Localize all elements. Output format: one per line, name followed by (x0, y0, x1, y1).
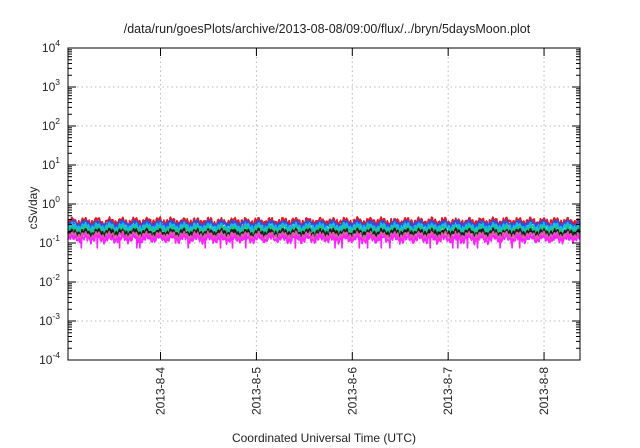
y-tick-label: 100 (42, 194, 60, 211)
y-tick-base: 10 (42, 41, 56, 55)
y-tick-exponent: -1 (52, 233, 60, 243)
y-tick-base: 10 (42, 80, 56, 94)
y-tick-label: 103 (42, 77, 60, 94)
plot-series (67, 216, 581, 249)
y-tick-base: 10 (39, 314, 53, 328)
y-tick-exponent: -2 (52, 272, 60, 282)
y-tick-base: 10 (42, 158, 56, 172)
series-line (67, 227, 581, 240)
x-axis-ticks: 2013-8-4 2013-8-5 2013-8-6 2013-8-7 2013-8-8 (154, 48, 551, 415)
x-tick-label: 2013-8-7 (441, 367, 455, 415)
y-tick-label: 104 (42, 38, 60, 55)
x-tick-label: 2013-8-6 (345, 367, 359, 415)
series-line (67, 233, 581, 249)
y-tick-base: 10 (39, 236, 53, 250)
y-tick-label: 10-3 (39, 311, 60, 328)
y-tick-exponent: 4 (55, 38, 60, 48)
series-line (67, 216, 581, 229)
y-tick-label: 101 (42, 155, 60, 172)
y-tick-exponent: 3 (55, 77, 60, 87)
y-tick-exponent: 2 (55, 116, 60, 126)
series-line (67, 218, 581, 232)
y-tick-exponent: 0 (55, 194, 60, 204)
x-tick-label: 2013-8-4 (154, 367, 168, 415)
y-axis-label: cSv/day (26, 187, 40, 230)
x-axis-label: Coordinated Universal Time (UTC) (232, 431, 416, 445)
plot-frame (67, 47, 581, 361)
y-tick-base: 10 (42, 119, 56, 133)
y-tick-base: 10 (42, 197, 56, 211)
y-tick-base: 10 (39, 353, 53, 367)
y-tick-exponent: 1 (55, 155, 60, 165)
y-tick-label: 102 (42, 116, 60, 133)
x-tick-label: 2013-8-8 (537, 367, 551, 415)
chart-title: /data/run/goesPlots/archive/2013-08-08/0… (124, 22, 531, 36)
y-tick-exponent: -3 (52, 311, 60, 321)
x-tick-label: 2013-8-5 (249, 367, 263, 415)
y-tick-label: 10-1 (39, 233, 60, 250)
gridlines (68, 48, 580, 360)
y-tick-label: 10-2 (39, 272, 60, 289)
y-tick-base: 10 (39, 275, 53, 289)
y-tick-label: 10-4 (39, 350, 60, 367)
y-tick-exponent: -4 (52, 350, 60, 360)
